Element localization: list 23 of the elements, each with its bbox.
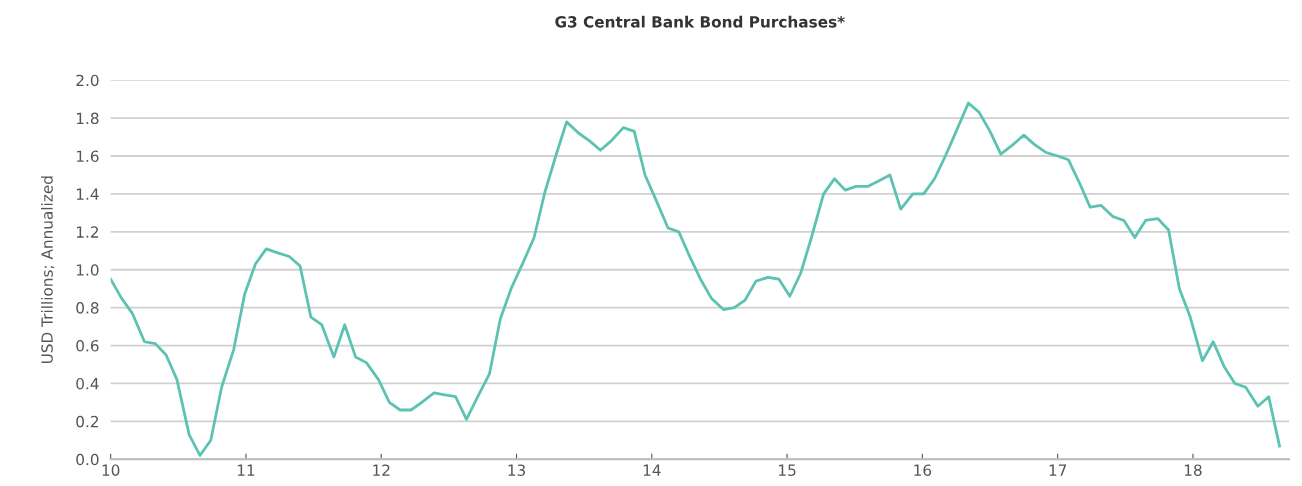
y-tick-label: 1.0 [76, 264, 99, 276]
y-tick-label: 1.4 [76, 188, 99, 200]
x-tick-label: 12 [373, 464, 390, 476]
x-tick-label: 11 [237, 464, 255, 476]
y-tick-label: 0.6 [76, 340, 99, 352]
y-tick-label: 1.8 [76, 112, 99, 125]
chart-title: G3 Central Bank Bond Purchases* [555, 15, 845, 28]
x-tick-label: 16 [914, 464, 932, 476]
x-tick-label: 17 [1049, 464, 1067, 476]
x-tick-label: 14 [643, 464, 661, 476]
y-tick-label: 0.4 [76, 377, 99, 390]
y-tick-label: 0.8 [76, 302, 99, 314]
y-axis-title: USD Trillions; Annualized [41, 176, 55, 364]
y-tick-label: 1.6 [76, 150, 99, 163]
line-series [110, 101, 1281, 457]
y-tick-label: 0.2 [76, 415, 99, 428]
y-tick-label: 0.0 [76, 453, 99, 466]
x-tick-label: 15 [779, 464, 796, 476]
x-tick-label: 18 [1184, 464, 1202, 476]
x-tick-label: 13 [508, 464, 526, 476]
y-tick-label: 1.2 [76, 226, 99, 238]
y-tick-label: 2.0 [76, 74, 99, 87]
x-tick-label: 10 [102, 464, 120, 476]
